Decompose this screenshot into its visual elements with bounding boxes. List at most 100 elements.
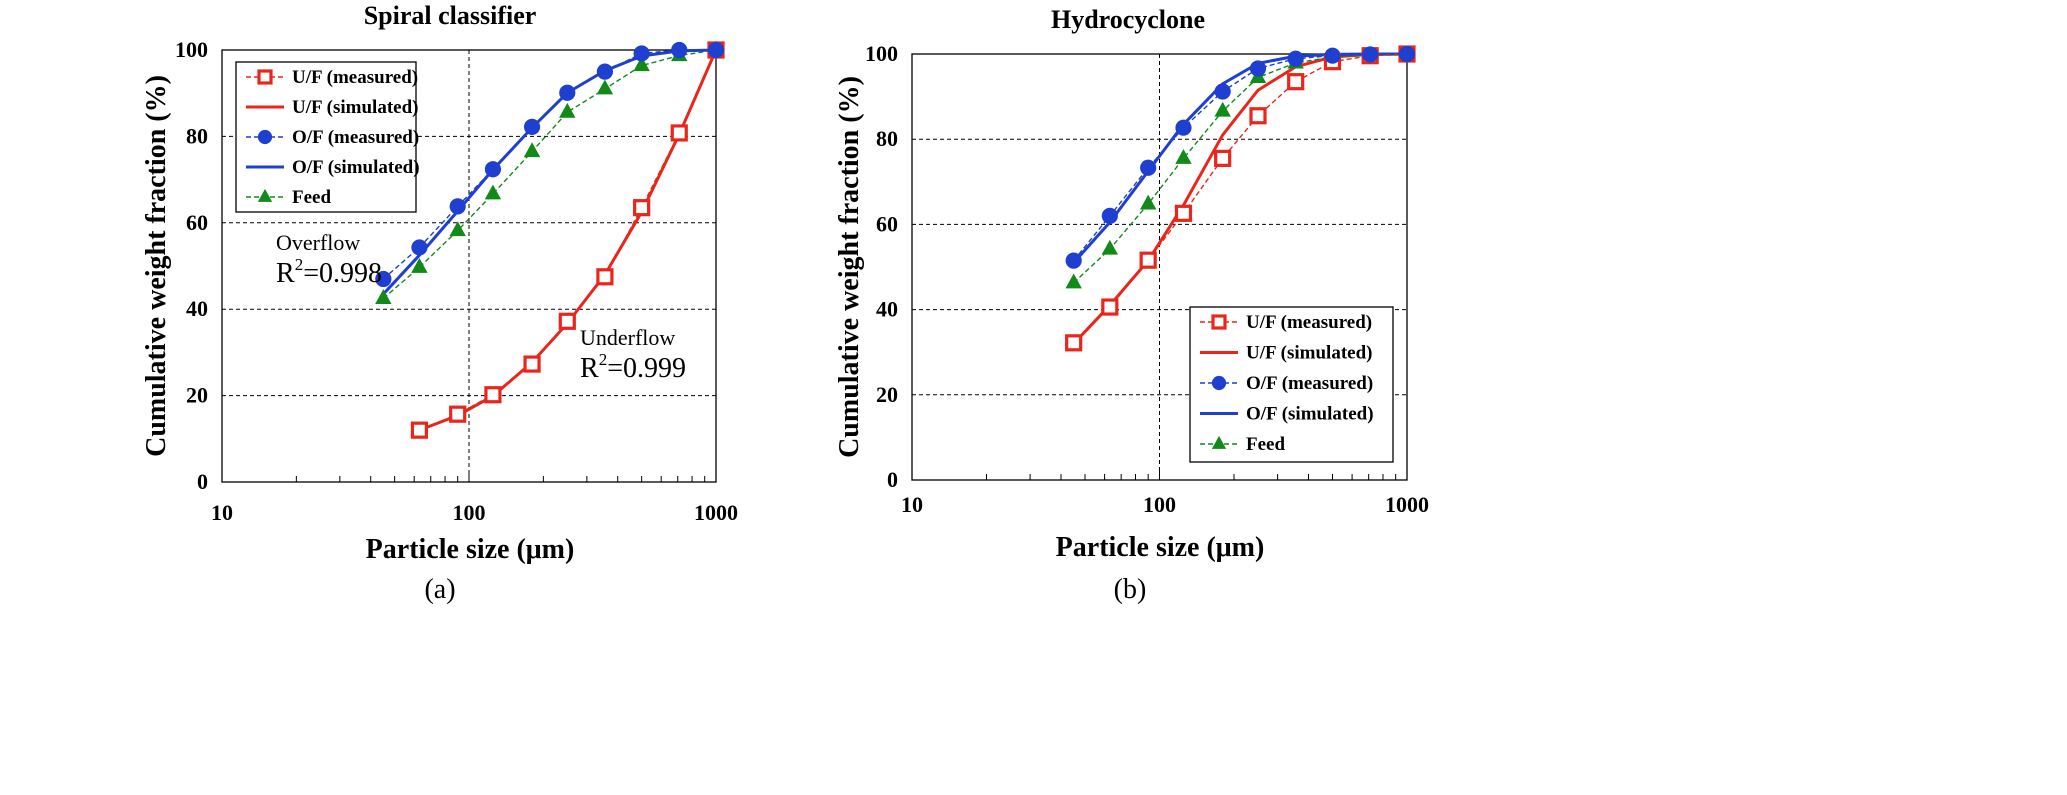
- x-tick-label: 10: [211, 500, 233, 525]
- marker-triangle: [1214, 101, 1231, 117]
- series-line: [1073, 54, 1408, 284]
- marker-circle: [523, 118, 541, 135]
- marker-circle: [707, 41, 725, 59]
- marker-triangle: [633, 56, 650, 72]
- marker-open-square: [1214, 149, 1232, 167]
- legend: U/F (measured) U/F (simulated) O/F (measur…: [1189, 306, 1394, 463]
- series-line: [382, 49, 717, 299]
- series-line: [1073, 53, 1408, 262]
- legend-label: O/F (simulated): [292, 157, 420, 178]
- figure-caption: (b): [1114, 574, 1147, 605]
- marker-triangle: [559, 102, 576, 118]
- marker-triangle: [484, 184, 502, 200]
- y-tick-label: 80: [876, 126, 898, 151]
- legend-label: O/F (measured): [1246, 373, 1373, 394]
- y-tick-label: 60: [876, 211, 898, 236]
- marker-triangle: [1175, 149, 1192, 164]
- marker-open-square: [670, 124, 688, 142]
- series-line: [1073, 53, 1408, 344]
- marker-open-square: [1287, 73, 1305, 91]
- marker-circle: [633, 45, 650, 62]
- y-tick-label: 80: [186, 123, 208, 148]
- legend-label: U/F (simulated): [1246, 343, 1372, 364]
- marker-circle: [1398, 45, 1416, 63]
- marker-open-square: [1065, 334, 1083, 352]
- legend-label: O/F (measured): [292, 127, 419, 148]
- y-tick-label: 20: [876, 382, 898, 407]
- annotation-r-squared: R2=0.999: [580, 350, 686, 384]
- annotation-label: Underflow: [580, 325, 675, 350]
- marker-triangle: [411, 258, 428, 273]
- marker-circle: [1214, 83, 1231, 100]
- y-tick-label: 100: [175, 37, 208, 62]
- series-line: [382, 48, 717, 296]
- series-feed: [1065, 45, 1416, 289]
- x-tick-label: 1000: [1385, 492, 1429, 517]
- y-axis-label: Cumulative weight fraction (%): [141, 75, 172, 457]
- marker-triangle: [1101, 239, 1119, 255]
- y-axis-label: Cumulative weight fraction (%): [834, 76, 865, 458]
- marker-triangle: [523, 142, 541, 158]
- y-tick-label: 0: [197, 469, 208, 494]
- y-tick-label: 20: [186, 383, 208, 408]
- marker-circle: [671, 41, 688, 59]
- marker-circle: [596, 63, 614, 80]
- marker-circle: [1175, 119, 1192, 136]
- y-tick-label: 40: [876, 297, 898, 322]
- marker-circle: [1362, 46, 1379, 63]
- marker-circle: [1287, 50, 1304, 67]
- x-tick-label: 100: [453, 500, 486, 525]
- marker-circle: [449, 198, 466, 215]
- marker-circle: [1211, 375, 1227, 391]
- annotation-r-squared: R2=0.998: [276, 255, 382, 289]
- figure-caption: (a): [424, 574, 455, 605]
- marker-circle: [1140, 159, 1157, 176]
- marker-open-square: [633, 199, 651, 217]
- marker-open-square: [1174, 204, 1193, 222]
- marker-circle: [257, 129, 273, 145]
- marker-open-square: [596, 268, 614, 286]
- x-tick-label: 10: [901, 492, 923, 517]
- legend-label: O/F (simulated): [1246, 404, 1374, 425]
- marker-circle: [1249, 60, 1267, 77]
- legend-label: U/F (simulated): [292, 97, 418, 118]
- series-u-f-simulated: [1072, 52, 1408, 345]
- series-line: [382, 49, 716, 280]
- y-tick-label: 0: [887, 467, 898, 492]
- marker-triangle: [1211, 435, 1227, 449]
- marker-open-square: [410, 421, 429, 439]
- marker-open-square: [484, 386, 502, 404]
- x-tick-label: 1000: [694, 500, 738, 525]
- marker-circle: [1065, 252, 1082, 269]
- y-tick-label: 60: [186, 210, 208, 235]
- marker-open-square: [1211, 314, 1227, 330]
- x-axis-label: Particle size (μm): [366, 534, 575, 565]
- marker-triangle: [596, 79, 614, 95]
- marker-circle: [411, 239, 428, 256]
- series-o-f-measured: [375, 41, 725, 288]
- marker-triangle: [1139, 194, 1157, 210]
- series-line: [1072, 52, 1407, 264]
- annotation-label: Overflow: [276, 230, 360, 255]
- marker-circle: [375, 270, 392, 288]
- marker-open-square: [1139, 251, 1157, 269]
- chart-panel-hydrocyclone: Hydrocyclone 0 20 40 60 80 100 10 100 1000 Particl…: [834, 5, 1429, 605]
- legend-label: Feed: [292, 187, 331, 208]
- plot-frame: [911, 53, 1408, 481]
- x-axis-label: Particle size (μm): [1056, 532, 1265, 563]
- marker-open-square: [449, 405, 467, 423]
- marker-open-square: [558, 312, 576, 330]
- chart-title: Spiral classifier: [364, 1, 537, 30]
- marker-circle: [484, 161, 502, 178]
- marker-triangle: [375, 289, 392, 304]
- chart-panel-spiral-classifier: Spiral classifier 0 20 40 60 80 100 10 100 1000 Pa…: [141, 1, 738, 605]
- series-o-f-simulated: [382, 48, 717, 296]
- marker-open-square: [523, 355, 541, 373]
- x-tick-label: 100: [1143, 492, 1176, 517]
- chart-title: Hydrocyclone: [1051, 5, 1205, 34]
- marker-triangle: [257, 188, 273, 202]
- marker-open-square: [257, 69, 273, 85]
